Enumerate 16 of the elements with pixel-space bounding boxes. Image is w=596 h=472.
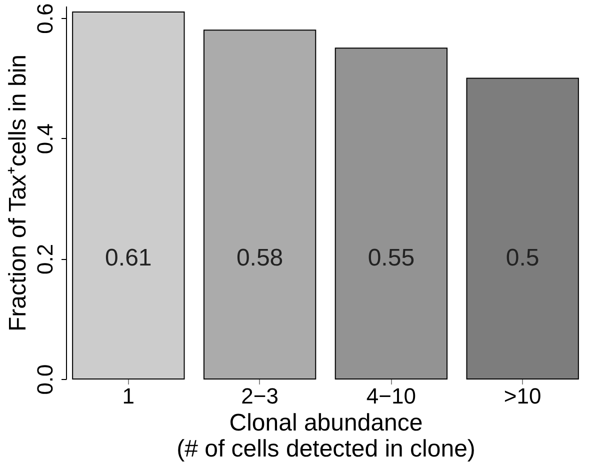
x-tick-label: 4−10 — [366, 384, 416, 408]
x-axis-title: Clonal abundance (# of cells detected in clone) — [176, 410, 476, 462]
data-label: 0.55 — [368, 244, 415, 272]
y-tick-label: 0.4 — [32, 124, 58, 154]
y-tick-label: 0.6 — [32, 3, 58, 34]
y-tick-label: 0.2 — [32, 244, 58, 274]
bar — [72, 12, 185, 380]
bar — [203, 30, 316, 380]
data-label: 0.58 — [236, 244, 284, 272]
x-tick-label: 1 — [122, 384, 135, 408]
data-label: 0.61 — [105, 244, 152, 272]
y-tick-label: 0.0 — [32, 364, 58, 395]
data-label: 0.5 — [506, 244, 540, 272]
y-axis-title: Fraction of Tax⁺cells in bin — [4, 54, 32, 332]
x-tick-label: 2−3 — [241, 384, 278, 408]
x-tick-label: >10 — [504, 384, 542, 408]
